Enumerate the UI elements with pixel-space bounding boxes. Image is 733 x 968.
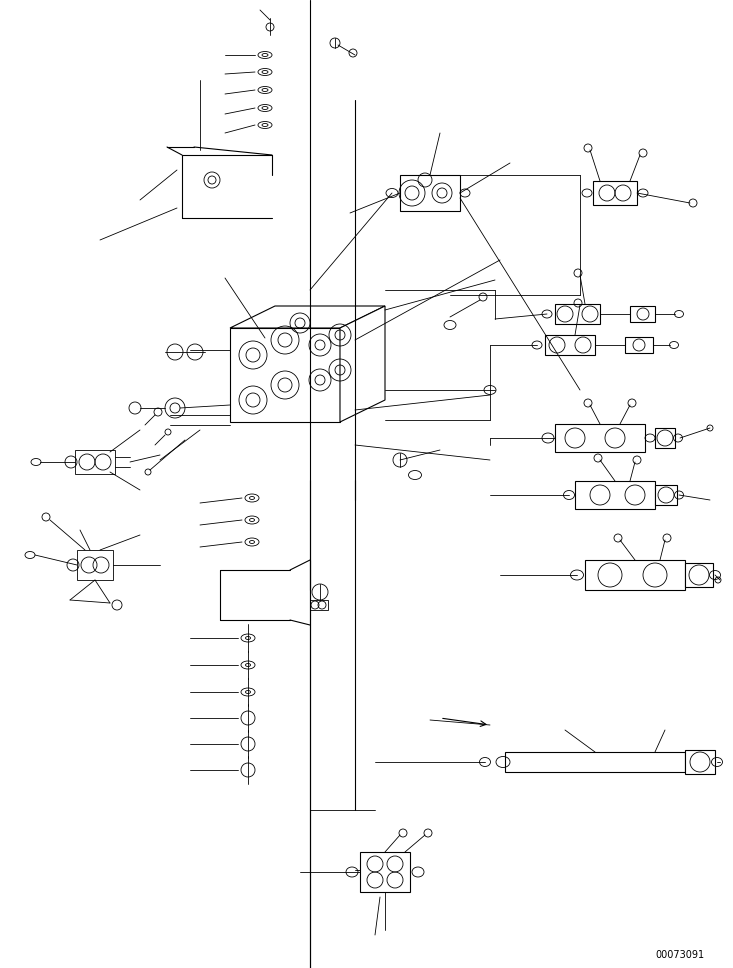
Bar bbox=[555, 424, 645, 452]
Bar bbox=[400, 175, 460, 211]
Bar bbox=[77, 550, 113, 580]
Bar bbox=[360, 852, 410, 892]
Bar bbox=[555, 304, 600, 324]
Polygon shape bbox=[340, 306, 385, 422]
Bar bbox=[545, 335, 595, 355]
Bar bbox=[310, 600, 328, 610]
Bar bbox=[505, 752, 685, 772]
Bar bbox=[575, 481, 655, 509]
Text: 00073091: 00073091 bbox=[655, 950, 704, 960]
Bar bbox=[655, 428, 675, 448]
Bar bbox=[630, 306, 655, 322]
Bar bbox=[655, 485, 677, 505]
Polygon shape bbox=[230, 328, 340, 422]
Bar bbox=[685, 563, 713, 587]
Polygon shape bbox=[230, 306, 385, 328]
Bar bbox=[625, 337, 653, 353]
Bar bbox=[685, 750, 715, 774]
Bar bbox=[585, 560, 685, 590]
Bar bbox=[75, 450, 115, 474]
Bar bbox=[593, 181, 637, 205]
